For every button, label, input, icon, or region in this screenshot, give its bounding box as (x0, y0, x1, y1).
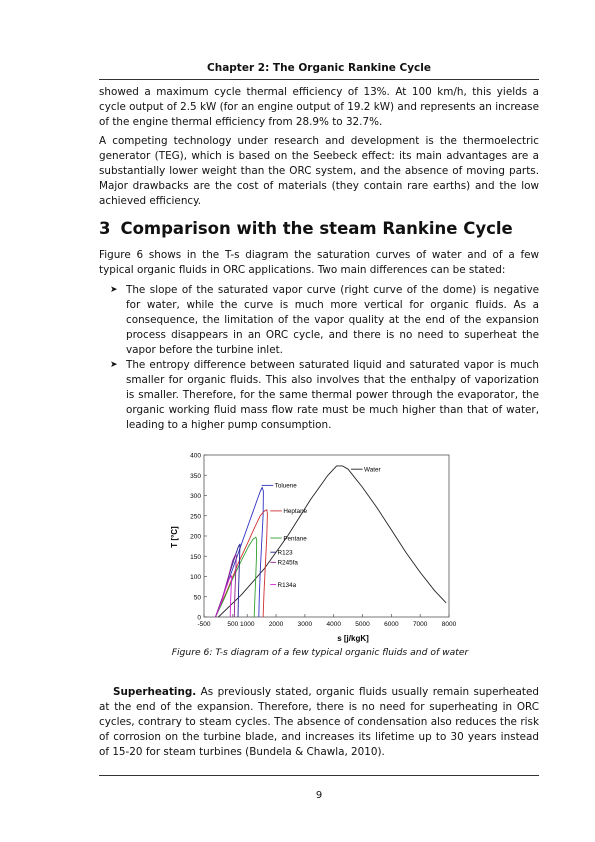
x-tick-label: 1000 (240, 621, 255, 628)
legend-label-water: Water (364, 466, 381, 473)
x-tick-label: 7000 (413, 621, 428, 628)
y-tick-label: 150 (190, 554, 201, 561)
page-number: 9 (315, 790, 323, 801)
superheating-lead: Superheating. (113, 686, 197, 698)
paragraph-1: showed a maximum cycle thermal efficienc… (99, 86, 539, 128)
y-tick-label: 400 (190, 453, 201, 460)
arrowhead-bullet-icon: ➤ (110, 285, 118, 295)
y-tick-label: 0 (197, 615, 201, 622)
paragraph-3: Figure 6 shows in the T-s diagram the sa… (99, 249, 539, 276)
x-tick-label: 8000 (442, 621, 457, 628)
legend-label-pentane: Pentane (283, 535, 307, 542)
x-tick-label: 3000 (298, 621, 313, 628)
ts-diagram-chart: 0 50 100 150 200 250 300 350 400 -500 500 1000 2000 3… (170, 453, 457, 644)
bullet-item: ➤ The entropy difference between saturat… (110, 358, 539, 433)
superheating-paragraph: Superheating. As previously stated, orga… (99, 685, 539, 760)
section-number: 3 (99, 219, 111, 238)
y-tick-label: 350 (190, 473, 201, 480)
series-line-water (218, 465, 447, 618)
arrowhead-bullet-icon: ➤ (110, 360, 118, 370)
x-tick-label: 2000 (269, 621, 284, 628)
series-line-pentane (215, 536, 258, 618)
bullet-item: ➤ The slope of the saturated vapor curve… (110, 283, 539, 358)
y-tick-label: 300 (190, 493, 201, 500)
figure-caption: Figure 6: T-s diagram of a few typical o… (171, 647, 469, 658)
plot-frame (203, 454, 450, 618)
y-tick-label: 200 (190, 534, 201, 541)
x-tick-label: 4000 (326, 621, 341, 628)
y-tick-label: 50 (194, 594, 202, 601)
superheating-text: As previously stated, organic fluids usu… (99, 686, 539, 758)
legend-label-r245fa: R245fa (278, 560, 299, 567)
legend-label-heptane: Heptane (283, 508, 307, 515)
y-axis-label: T [°C] (170, 526, 179, 548)
x-tick-label: 6000 (384, 621, 399, 628)
chapter-header: Chapter 2: The Organic Rankine Cycle (207, 62, 431, 74)
bullet-text: The entropy difference between saturated… (126, 359, 539, 431)
series-line-heptane (215, 509, 268, 618)
bullet-text: The slope of the saturated vapor curve (… (126, 284, 539, 356)
x-tick-label: 5000 (355, 621, 370, 628)
section-title: Comparison with the steam Rankine Cycle (120, 219, 513, 238)
legend-label-r134a: R134a (278, 582, 297, 589)
series-line-r134a (215, 575, 233, 618)
header-rule (99, 79, 539, 80)
y-tick-label: 100 (190, 574, 201, 581)
legend-label-toluene: Toluene (275, 483, 298, 490)
x-tick-label: 500 (227, 621, 238, 628)
x-axis-label: s [j/kgK] (337, 634, 369, 643)
series-line-r245fa (215, 553, 237, 618)
y-tick-label: 250 (190, 513, 201, 520)
legend-label-r123: R123 (278, 550, 294, 557)
section-heading: 3 Comparison with the steam Rankine Cycle (99, 219, 513, 238)
x-tick-label: -500 (197, 621, 210, 628)
footer-rule (99, 775, 539, 776)
paragraph-2: A competing technology under research an… (99, 135, 539, 207)
